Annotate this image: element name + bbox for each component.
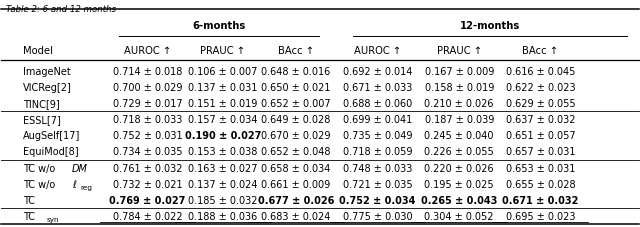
Text: syn: syn	[47, 217, 59, 222]
Text: 0.651 ± 0.057: 0.651 ± 0.057	[506, 131, 575, 141]
Text: AugSelf[17]: AugSelf[17]	[23, 131, 81, 141]
Text: 0.700 ± 0.029: 0.700 ± 0.029	[113, 83, 182, 93]
Text: BAcc ↑: BAcc ↑	[278, 46, 314, 55]
Text: ESSL[7]: ESSL[7]	[23, 115, 61, 125]
Text: 0.650 ± 0.021: 0.650 ± 0.021	[261, 83, 330, 93]
Text: 0.735 ± 0.049: 0.735 ± 0.049	[343, 131, 412, 141]
Text: 0.761 ± 0.032: 0.761 ± 0.032	[113, 163, 182, 173]
Text: 0.658 ± 0.034: 0.658 ± 0.034	[261, 163, 330, 173]
Text: 0.718 ± 0.033: 0.718 ± 0.033	[113, 115, 182, 125]
Text: EquiMod[8]: EquiMod[8]	[23, 147, 79, 157]
Text: Model: Model	[23, 46, 53, 55]
Text: AUROC ↑: AUROC ↑	[354, 46, 401, 55]
Text: 0.671 ± 0.032: 0.671 ± 0.032	[502, 195, 579, 205]
Text: 0.729 ± 0.017: 0.729 ± 0.017	[113, 99, 182, 109]
Text: PRAUC ↑: PRAUC ↑	[436, 46, 482, 55]
Text: 0.157 ± 0.034: 0.157 ± 0.034	[188, 115, 258, 125]
Text: 0.220 ± 0.026: 0.220 ± 0.026	[424, 163, 494, 173]
Text: TC w/o: TC w/o	[23, 179, 58, 189]
Text: AUROC ↑: AUROC ↑	[124, 46, 172, 55]
Text: 0.714 ± 0.018: 0.714 ± 0.018	[113, 67, 182, 77]
Text: 0.245 ± 0.040: 0.245 ± 0.040	[424, 131, 494, 141]
Text: ImageNet: ImageNet	[23, 67, 71, 77]
Text: 0.153 ± 0.038: 0.153 ± 0.038	[188, 147, 258, 157]
Text: 0.752 ± 0.034: 0.752 ± 0.034	[339, 195, 415, 205]
Text: 0.652 ± 0.007: 0.652 ± 0.007	[261, 99, 330, 109]
Text: TC w/o: TC w/o	[23, 163, 58, 173]
Text: 0.671 ± 0.033: 0.671 ± 0.033	[343, 83, 412, 93]
Text: 0.137 ± 0.024: 0.137 ± 0.024	[188, 179, 258, 189]
Text: 0.648 ± 0.016: 0.648 ± 0.016	[261, 67, 330, 77]
Text: 0.629 ± 0.055: 0.629 ± 0.055	[506, 99, 575, 109]
Text: 0.106 ± 0.007: 0.106 ± 0.007	[188, 67, 258, 77]
Text: 0.652 ± 0.048: 0.652 ± 0.048	[261, 147, 330, 157]
Text: TINC[9]: TINC[9]	[23, 99, 60, 109]
Text: VICReg[2]: VICReg[2]	[23, 83, 72, 93]
Text: 0.163 ± 0.027: 0.163 ± 0.027	[188, 163, 258, 173]
Text: 0.677 ± 0.026: 0.677 ± 0.026	[257, 195, 334, 205]
Text: 0.769 ± 0.027: 0.769 ± 0.027	[109, 195, 186, 205]
Text: 0.304 ± 0.052: 0.304 ± 0.052	[424, 211, 494, 221]
Text: 0.226 ± 0.055: 0.226 ± 0.055	[424, 147, 494, 157]
Text: 0.732 ± 0.021: 0.732 ± 0.021	[113, 179, 182, 189]
Text: 0.718 ± 0.059: 0.718 ± 0.059	[343, 147, 412, 157]
Text: 0.734 ± 0.035: 0.734 ± 0.035	[113, 147, 182, 157]
Text: 0.167 ± 0.009: 0.167 ± 0.009	[424, 67, 494, 77]
Text: 0.688 ± 0.060: 0.688 ± 0.060	[343, 99, 412, 109]
Text: 0.622 ± 0.023: 0.622 ± 0.023	[506, 83, 575, 93]
Text: 0.210 ± 0.026: 0.210 ± 0.026	[424, 99, 494, 109]
Text: 0.699 ± 0.041: 0.699 ± 0.041	[343, 115, 412, 125]
Text: 0.752 ± 0.031: 0.752 ± 0.031	[113, 131, 182, 141]
Text: 0.649 ± 0.028: 0.649 ± 0.028	[261, 115, 330, 125]
Text: 0.616 ± 0.045: 0.616 ± 0.045	[506, 67, 575, 77]
Text: 0.185 ± 0.032: 0.185 ± 0.032	[188, 195, 258, 205]
Text: 12-months: 12-months	[460, 21, 520, 31]
Text: 0.655 ± 0.028: 0.655 ± 0.028	[506, 179, 575, 189]
Text: Table 2: 6 and 12 months: Table 2: 6 and 12 months	[6, 5, 116, 13]
Text: 0.188 ± 0.036: 0.188 ± 0.036	[188, 211, 257, 221]
Text: 0.265 ± 0.043: 0.265 ± 0.043	[421, 195, 497, 205]
Text: 0.695 ± 0.023: 0.695 ± 0.023	[506, 211, 575, 221]
Text: 0.195 ± 0.025: 0.195 ± 0.025	[424, 179, 494, 189]
Text: DM: DM	[72, 163, 88, 173]
Text: 0.190 ± 0.027: 0.190 ± 0.027	[185, 131, 261, 141]
Text: reg: reg	[81, 185, 93, 190]
Text: TC: TC	[23, 195, 35, 205]
Text: 0.661 ± 0.009: 0.661 ± 0.009	[261, 179, 330, 189]
Text: 0.137 ± 0.031: 0.137 ± 0.031	[188, 83, 258, 93]
Text: ℓ: ℓ	[72, 179, 76, 189]
Text: 0.775 ± 0.030: 0.775 ± 0.030	[342, 211, 412, 221]
Text: 0.187 ± 0.039: 0.187 ± 0.039	[424, 115, 494, 125]
Text: 0.784 ± 0.022: 0.784 ± 0.022	[113, 211, 182, 221]
Text: 0.721 ± 0.035: 0.721 ± 0.035	[342, 179, 412, 189]
Text: 0.637 ± 0.032: 0.637 ± 0.032	[506, 115, 575, 125]
Text: 0.158 ± 0.019: 0.158 ± 0.019	[424, 83, 494, 93]
Text: 6-months: 6-months	[193, 21, 246, 31]
Text: 0.683 ± 0.024: 0.683 ± 0.024	[261, 211, 330, 221]
Text: BAcc ↑: BAcc ↑	[522, 46, 558, 55]
Text: 0.748 ± 0.033: 0.748 ± 0.033	[343, 163, 412, 173]
Text: 0.653 ± 0.031: 0.653 ± 0.031	[506, 163, 575, 173]
Text: 0.670 ± 0.029: 0.670 ± 0.029	[261, 131, 330, 141]
Text: TC: TC	[23, 211, 35, 221]
Text: 0.692 ± 0.014: 0.692 ± 0.014	[343, 67, 412, 77]
Text: 0.657 ± 0.031: 0.657 ± 0.031	[506, 147, 575, 157]
Text: 0.151 ± 0.019: 0.151 ± 0.019	[188, 99, 258, 109]
Text: PRAUC ↑: PRAUC ↑	[200, 46, 246, 55]
